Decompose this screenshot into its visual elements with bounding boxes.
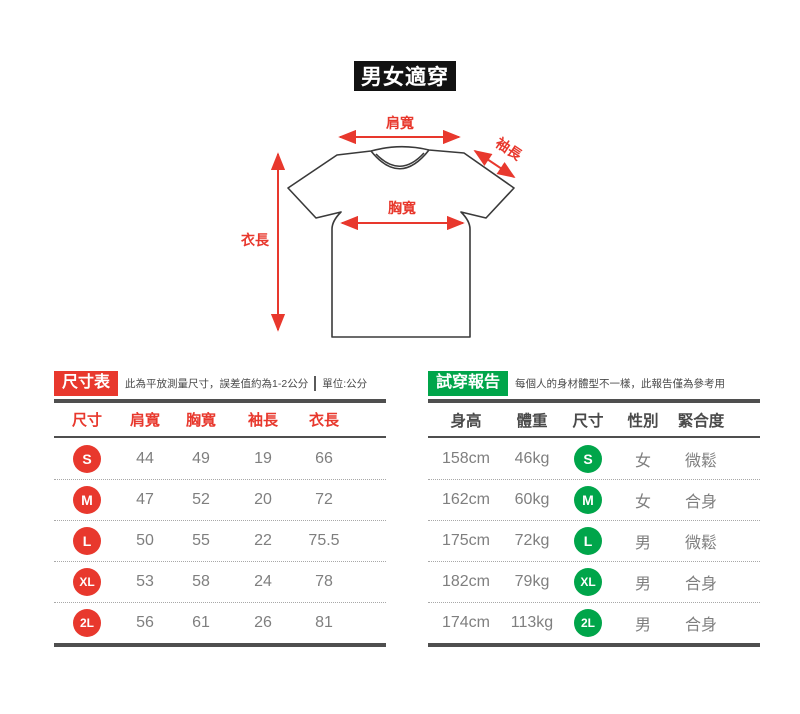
cell-length: 72 <box>315 491 333 508</box>
size-badge: S <box>73 444 101 473</box>
table-row: XL 53 58 24 78 <box>54 561 386 602</box>
cell-chest: 49 <box>192 449 210 467</box>
size-badge: S <box>574 444 602 473</box>
cell-weight: 79kg <box>514 573 550 590</box>
fit-report-badge: 試穿報告 <box>428 370 509 396</box>
size-table-column-headers: 尺寸 肩寬 胸寬 袖長 衣長 <box>54 403 386 436</box>
cell-height: 182cm <box>441 573 491 590</box>
size-badge: 2L <box>73 609 101 637</box>
length-label: 衣長 <box>241 232 270 248</box>
table-row: 174cm 113kg 2L 男 合身 <box>428 602 760 643</box>
cell-height: 158cm <box>441 449 491 467</box>
cell-height: 162cm <box>441 491 491 508</box>
size-table-note: 此為平放測量尺寸，誤差值約為1-2公分 <box>125 377 309 390</box>
tshirt-diagram: 肩寬 胸寬 衣長 袖長 <box>241 115 526 338</box>
cell-sleeve: 24 <box>254 573 272 590</box>
cell-shoulder: 47 <box>136 491 154 508</box>
cell-weight: 60kg <box>514 491 550 508</box>
divider <box>428 643 760 647</box>
col-header-size: 尺寸 <box>71 412 102 429</box>
size-badge: L <box>574 527 602 555</box>
cell-sleeve: 20 <box>254 491 272 508</box>
size-badge: XL <box>73 568 101 596</box>
table-row: 175cm 72kg L 男 微鬆 <box>428 520 760 561</box>
sleeve-length-arrow <box>473 150 516 178</box>
collar-outer-line <box>370 149 430 170</box>
col-header-height: 身高 <box>450 412 482 430</box>
table-row: 182cm 79kg XL 男 合身 <box>428 561 760 602</box>
cell-gender: 男 <box>634 535 651 552</box>
table-row: 162cm 60kg M 女 合身 <box>428 479 760 520</box>
cell-shoulder: 50 <box>136 532 154 549</box>
size-badge: 2L <box>574 609 602 637</box>
cell-weight: 72kg <box>514 532 550 549</box>
shoulder-width-label: 肩寬 <box>386 115 414 131</box>
cell-length: 81 <box>315 614 333 631</box>
sleeve-length-label: 袖長 <box>493 134 526 163</box>
cell-chest: 58 <box>192 573 210 590</box>
cell-length: 78 <box>315 573 333 590</box>
cell-fit: 合身 <box>684 494 717 511</box>
cell-fit: 微鬆 <box>684 535 717 552</box>
cell-height: 175cm <box>441 532 491 549</box>
tshirt-outline <box>287 145 515 338</box>
cell-gender: 女 <box>634 494 651 511</box>
size-badge: L <box>73 527 101 555</box>
table-row: 158cm 46kg S 女 微鬆 <box>428 438 760 479</box>
cell-fit: 合身 <box>684 576 717 593</box>
divider <box>54 643 386 647</box>
collar-inner-line <box>375 152 425 168</box>
cell-sleeve: 22 <box>254 532 272 549</box>
col-header-shoulder: 肩寬 <box>129 412 160 429</box>
size-table: 尺寸表 此為平放測量尺寸，誤差值約為1-2公分 單位:公分 尺寸 肩寬 胸寬 袖… <box>54 370 386 647</box>
divider <box>428 436 760 438</box>
table-row: M 47 52 20 72 <box>54 479 386 520</box>
divider <box>54 399 386 403</box>
col-header-fit: 緊合度 <box>677 412 725 430</box>
cell-fit: 合身 <box>684 617 717 634</box>
cell-fit: 微鬆 <box>684 452 717 470</box>
col-header-weight: 體重 <box>516 412 548 430</box>
size-table-header: 尺寸表 此為平放測量尺寸，誤差值約為1-2公分 單位:公分 <box>54 370 386 396</box>
cell-chest: 61 <box>192 614 210 631</box>
cell-gender: 女 <box>634 452 651 470</box>
chest-width-label: 胸寬 <box>388 200 416 216</box>
table-row: 2L 56 61 26 81 <box>54 602 386 643</box>
cell-sleeve: 19 <box>254 449 272 467</box>
cell-sleeve: 26 <box>254 614 272 631</box>
cell-height: 174cm <box>441 614 491 631</box>
cell-weight: 46kg <box>514 449 550 467</box>
divider <box>54 436 386 438</box>
divider <box>428 399 760 403</box>
fit-report-column-headers: 身高 體重 尺寸 性別 緊合度 <box>428 403 760 436</box>
size-badge: XL <box>574 568 602 596</box>
fit-report-note: 每個人的身材體型不一樣，此報告僅為參考用 <box>515 377 726 390</box>
cell-gender: 男 <box>634 576 651 593</box>
cell-shoulder: 44 <box>136 449 154 467</box>
col-header-chest: 胸寬 <box>185 412 216 429</box>
page-title: 男女適穿 <box>354 61 456 91</box>
size-table-unit: 單位:公分 <box>314 375 367 391</box>
size-table-badge: 尺寸表 <box>54 370 119 396</box>
cell-shoulder: 56 <box>136 614 154 631</box>
fit-report-header: 試穿報告 每個人的身材體型不一樣，此報告僅為參考用 <box>428 370 760 396</box>
col-header-length: 衣長 <box>308 412 339 429</box>
col-header-sleeve: 袖長 <box>247 412 278 429</box>
cell-weight: 113kg <box>510 614 554 631</box>
col-header-size: 尺寸 <box>572 412 604 430</box>
col-header-gender: 性別 <box>627 412 659 430</box>
cell-chest: 52 <box>192 491 210 508</box>
cell-length: 75.5 <box>308 532 340 549</box>
fit-report-table: 試穿報告 每個人的身材體型不一樣，此報告僅為參考用 身高 體重 尺寸 性別 緊合… <box>428 370 760 647</box>
table-row: L 50 55 22 75.5 <box>54 520 386 561</box>
size-badge: M <box>574 486 602 514</box>
cell-shoulder: 53 <box>136 573 154 590</box>
cell-length: 66 <box>315 449 333 467</box>
cell-chest: 55 <box>192 532 210 549</box>
table-row: S 44 49 19 66 <box>54 438 386 479</box>
cell-gender: 男 <box>634 617 651 634</box>
size-badge: M <box>73 486 101 514</box>
